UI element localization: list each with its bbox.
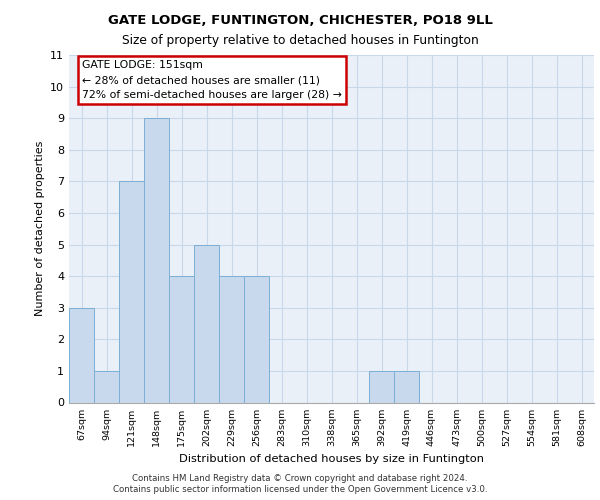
Text: GATE LODGE: 151sqm
← 28% of detached houses are smaller (11)
72% of semi-detache: GATE LODGE: 151sqm ← 28% of detached hou… bbox=[82, 60, 342, 100]
Bar bbox=[219, 276, 244, 402]
Y-axis label: Number of detached properties: Number of detached properties bbox=[35, 141, 44, 316]
Bar bbox=[169, 276, 194, 402]
Bar bbox=[394, 371, 419, 402]
Bar bbox=[194, 244, 219, 402]
Text: GATE LODGE, FUNTINGTON, CHICHESTER, PO18 9LL: GATE LODGE, FUNTINGTON, CHICHESTER, PO18… bbox=[107, 14, 493, 27]
Bar bbox=[94, 371, 119, 402]
Bar bbox=[244, 276, 269, 402]
X-axis label: Distribution of detached houses by size in Funtington: Distribution of detached houses by size … bbox=[179, 454, 484, 464]
Bar bbox=[119, 182, 144, 402]
Text: Size of property relative to detached houses in Funtington: Size of property relative to detached ho… bbox=[122, 34, 478, 47]
Bar bbox=[69, 308, 94, 402]
Bar bbox=[144, 118, 169, 403]
Text: Contains HM Land Registry data © Crown copyright and database right 2024.
Contai: Contains HM Land Registry data © Crown c… bbox=[113, 474, 487, 494]
Bar bbox=[369, 371, 394, 402]
